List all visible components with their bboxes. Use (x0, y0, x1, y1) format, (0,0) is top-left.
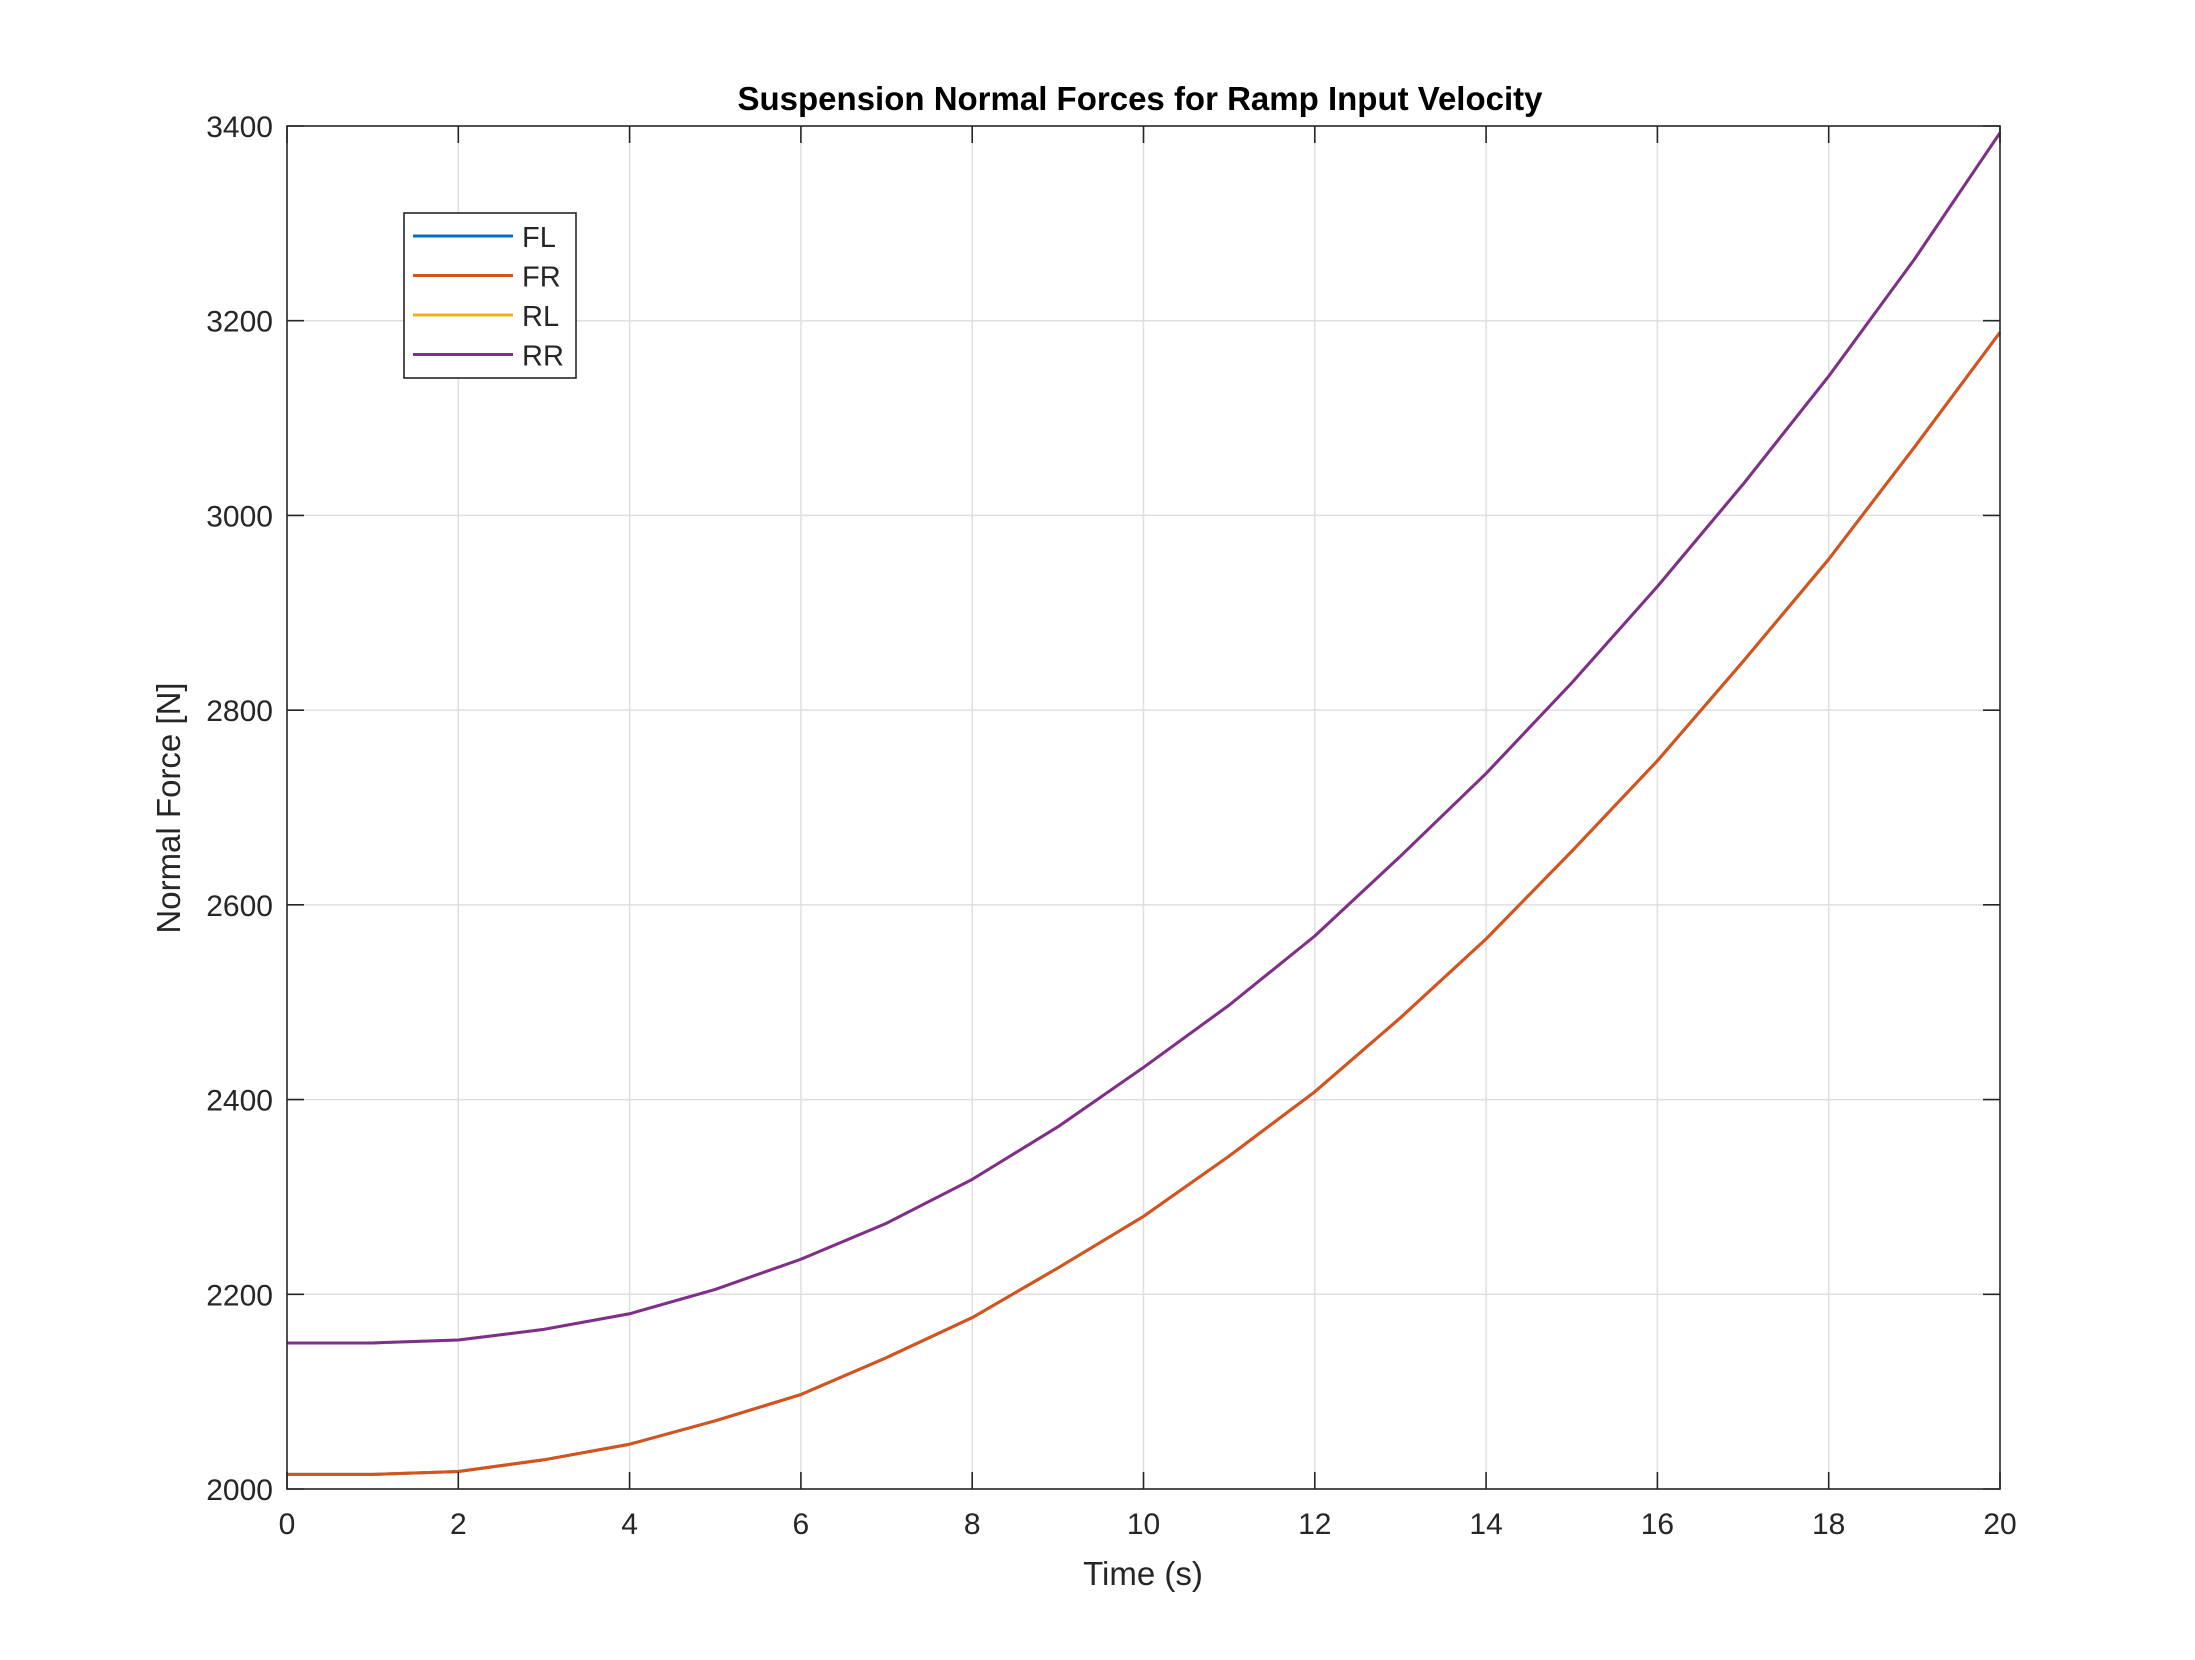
grid-lines (287, 126, 2000, 1489)
x-tick-label: 12 (1298, 1508, 1331, 1541)
series-line-fr (287, 331, 2002, 1476)
legend-box (403, 212, 577, 379)
x-tick-label: 10 (1127, 1508, 1160, 1541)
x-tick-label: 18 (1812, 1508, 1845, 1541)
y-axis-label: Normal Force [N] (150, 682, 187, 933)
series-line-rr (287, 131, 2002, 1345)
x-tick-label: 4 (621, 1508, 638, 1541)
legend-label-fr: FR (522, 262, 561, 294)
legend[interactable]: FL FR RL RR (403, 212, 577, 379)
y-tick-label: 3200 (206, 306, 273, 339)
x-tick-label: 0 (279, 1508, 296, 1541)
y-tick-label: 2800 (206, 695, 273, 728)
legend-label-rr: RR (522, 341, 564, 373)
x-tick-labels: 0 2 4 6 8 10 12 14 16 18 20 (279, 1508, 2017, 1541)
legend-label-fl: FL (522, 222, 556, 254)
y-tick-label: 3000 (206, 500, 273, 533)
legend-items: FL FR RL RR (413, 222, 564, 373)
legend-label-rl: RL (522, 301, 559, 333)
y-tick-label: 2600 (206, 890, 273, 923)
chart-title: Suspension Normal Forces for Ramp Input … (738, 80, 1544, 117)
x-tick-label: 14 (1469, 1508, 1502, 1541)
y-tick-label: 3400 (206, 111, 273, 144)
x-tick-label: 8 (964, 1508, 981, 1541)
y-tick-label: 2200 (206, 1279, 273, 1312)
x-tick-label: 6 (793, 1508, 810, 1541)
y-tick-label: 2400 (206, 1085, 273, 1118)
axis-ticks (286, 125, 2001, 1490)
y-tick-label: 2000 (206, 1474, 273, 1507)
series-layer (287, 131, 2002, 1476)
x-tick-label: 16 (1641, 1508, 1674, 1541)
x-axis-label: Time (s) (1083, 1555, 1203, 1592)
x-tick-label: 2 (450, 1508, 467, 1541)
x-tick-label: 20 (1983, 1508, 2016, 1541)
y-tick-labels: 2000 2200 2400 2600 2800 3000 3200 3400 (206, 111, 273, 1507)
